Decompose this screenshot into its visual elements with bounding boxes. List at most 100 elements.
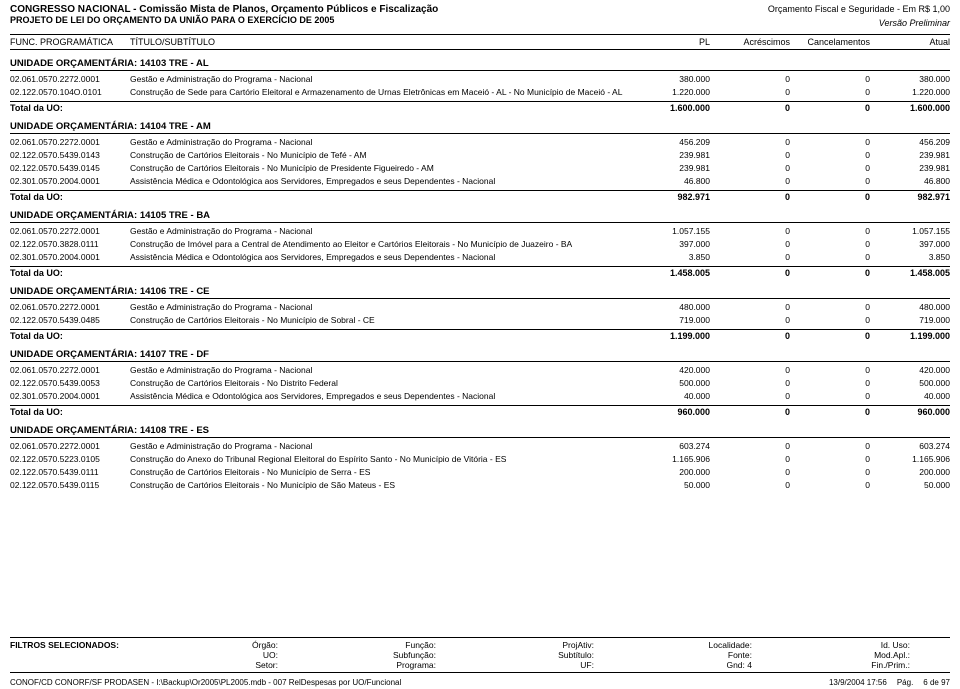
row-desc: Assistência Médica e Odontológica aos Se… bbox=[130, 251, 630, 264]
filters-heading: FILTROS SELECIONADOS: bbox=[10, 640, 160, 650]
row-pl: 200.000 bbox=[630, 466, 710, 479]
unit-header: UNIDADE ORÇAMENTÁRIA: 14103 TRE - AL bbox=[10, 58, 950, 71]
budget-row: 02.122.0570.3828.0111Construção de Imóve… bbox=[10, 238, 950, 251]
total-atual: 960.000 bbox=[870, 407, 950, 417]
filter-cell: Gnd: 4 bbox=[634, 660, 792, 670]
row-acr: 0 bbox=[710, 162, 790, 175]
unit-header: UNIDADE ORÇAMENTÁRIA: 14106 TRE - CE bbox=[10, 286, 950, 299]
filter-cell: Localidade: bbox=[634, 640, 792, 650]
row-atual: 239.981 bbox=[870, 162, 950, 175]
total-atual: 1.199.000 bbox=[870, 331, 950, 341]
footer: CONOF/CD CONORF/SF PRODASEN - I:\Backup\… bbox=[10, 678, 950, 687]
row-code: 02.301.0570.2004.0001 bbox=[10, 175, 130, 188]
row-can: 0 bbox=[790, 175, 870, 188]
row-acr: 0 bbox=[710, 149, 790, 162]
row-acr: 0 bbox=[710, 238, 790, 251]
filter-cell: Setor: bbox=[160, 660, 318, 670]
total-label: Total da UO: bbox=[10, 192, 630, 202]
row-pl: 239.981 bbox=[630, 162, 710, 175]
row-atual: 480.000 bbox=[870, 301, 950, 314]
row-acr: 0 bbox=[710, 466, 790, 479]
row-can: 0 bbox=[790, 390, 870, 403]
row-code: 02.061.0570.2272.0001 bbox=[10, 73, 130, 86]
row-atual: 239.981 bbox=[870, 149, 950, 162]
budget-row: 02.301.0570.2004.0001Assistência Médica … bbox=[10, 175, 950, 188]
row-code: 02.122.0570.5439.0145 bbox=[10, 162, 130, 175]
row-pl: 1.220.000 bbox=[630, 86, 710, 99]
row-acr: 0 bbox=[710, 86, 790, 99]
budget-unit: UNIDADE ORÇAMENTÁRIA: 14105 TRE - BA 02.0… bbox=[10, 210, 950, 278]
col-func-prog: FUNC. PROGRAMÁTICA bbox=[10, 37, 130, 47]
filter-cell: Subtítulo: bbox=[476, 650, 634, 660]
row-code: 02.122.0570.3828.0111 bbox=[10, 238, 130, 251]
total-acr: 0 bbox=[710, 268, 790, 278]
filter-cell: UO: bbox=[160, 650, 318, 660]
row-acr: 0 bbox=[710, 314, 790, 327]
filter-cell: Subfunção: bbox=[318, 650, 476, 660]
row-atual: 603.274 bbox=[870, 440, 950, 453]
row-can: 0 bbox=[790, 238, 870, 251]
row-pl: 719.000 bbox=[630, 314, 710, 327]
row-pl: 46.800 bbox=[630, 175, 710, 188]
row-code: 02.122.0570.5439.0485 bbox=[10, 314, 130, 327]
unit-total: Total da UO:1.600.000001.600.000 bbox=[10, 101, 950, 113]
budget-unit: UNIDADE ORÇAMENTÁRIA: 14106 TRE - CE 02.0… bbox=[10, 286, 950, 341]
budget-row: 02.061.0570.2272.0001Gestão e Administra… bbox=[10, 364, 950, 377]
row-can: 0 bbox=[790, 377, 870, 390]
filter-cell: Programa: bbox=[318, 660, 476, 670]
budget-unit: UNIDADE ORÇAMENTÁRIA: 14108 TRE - ES 02.0… bbox=[10, 425, 950, 492]
total-pl: 1.600.000 bbox=[630, 103, 710, 113]
budget-row: 02.122.0570.5439.0053Construção de Cartó… bbox=[10, 377, 950, 390]
row-atual: 500.000 bbox=[870, 377, 950, 390]
row-desc: Gestão e Administração do Programa - Nac… bbox=[130, 440, 630, 453]
budget-row: 02.061.0570.2272.0001Gestão e Administra… bbox=[10, 225, 950, 238]
row-atual: 420.000 bbox=[870, 364, 950, 377]
row-atual: 50.000 bbox=[870, 479, 950, 492]
row-can: 0 bbox=[790, 149, 870, 162]
row-acr: 0 bbox=[710, 453, 790, 466]
total-acr: 0 bbox=[710, 331, 790, 341]
col-atual: Atual bbox=[870, 37, 950, 47]
row-code: 02.061.0570.2272.0001 bbox=[10, 364, 130, 377]
row-atual: 1.165.906 bbox=[870, 453, 950, 466]
row-acr: 0 bbox=[710, 479, 790, 492]
header-version: Versão Preliminar bbox=[768, 18, 950, 28]
col-acrescimos: Acréscimos bbox=[710, 37, 790, 47]
total-label: Total da UO: bbox=[10, 407, 630, 417]
row-acr: 0 bbox=[710, 225, 790, 238]
footer-path: CONOF/CD CONORF/SF PRODASEN - I:\Backup\… bbox=[10, 678, 401, 687]
row-code: 02.122.0570.5439.0143 bbox=[10, 149, 130, 162]
row-atual: 456.209 bbox=[870, 136, 950, 149]
row-pl: 456.209 bbox=[630, 136, 710, 149]
row-acr: 0 bbox=[710, 301, 790, 314]
filter-cell: UF: bbox=[476, 660, 634, 670]
row-can: 0 bbox=[790, 86, 870, 99]
unit-header: UNIDADE ORÇAMENTÁRIA: 14105 TRE - BA bbox=[10, 210, 950, 223]
row-desc: Construção de Cartórios Eleitorais - No … bbox=[130, 479, 630, 492]
unit-header: UNIDADE ORÇAMENTÁRIA: 14108 TRE - ES bbox=[10, 425, 950, 438]
row-desc: Construção de Cartórios Eleitorais - No … bbox=[130, 377, 630, 390]
row-desc: Construção de Imóvel para a Central de A… bbox=[130, 238, 630, 251]
row-can: 0 bbox=[790, 73, 870, 86]
row-atual: 3.850 bbox=[870, 251, 950, 264]
budget-row: 02.061.0570.2272.0001Gestão e Administra… bbox=[10, 301, 950, 314]
budget-row: 02.122.0570.5439.0145Construção de Cartó… bbox=[10, 162, 950, 175]
budget-row: 02.061.0570.2272.0001Gestão e Administra… bbox=[10, 73, 950, 86]
total-can: 0 bbox=[790, 103, 870, 113]
row-code: 02.122.0570.5439.0053 bbox=[10, 377, 130, 390]
row-code: 02.061.0570.2272.0001 bbox=[10, 301, 130, 314]
row-pl: 420.000 bbox=[630, 364, 710, 377]
row-acr: 0 bbox=[710, 73, 790, 86]
footer-page: 6 de 97 bbox=[923, 678, 950, 687]
row-desc: Gestão e Administração do Programa - Nac… bbox=[130, 136, 630, 149]
filter-cell: Id. Uso: bbox=[792, 640, 950, 650]
total-atual: 1.458.005 bbox=[870, 268, 950, 278]
total-can: 0 bbox=[790, 331, 870, 341]
filter-cell: Órgão: bbox=[160, 640, 318, 650]
filter-cell: ProjAtiv: bbox=[476, 640, 634, 650]
budget-row: 02.122.0570.104O.0101Construção de Sede … bbox=[10, 86, 950, 99]
total-acr: 0 bbox=[710, 407, 790, 417]
row-code: 02.061.0570.2272.0001 bbox=[10, 440, 130, 453]
budget-row: 02.122.0570.5439.0115Construção de Cartó… bbox=[10, 479, 950, 492]
row-atual: 1.220.000 bbox=[870, 86, 950, 99]
